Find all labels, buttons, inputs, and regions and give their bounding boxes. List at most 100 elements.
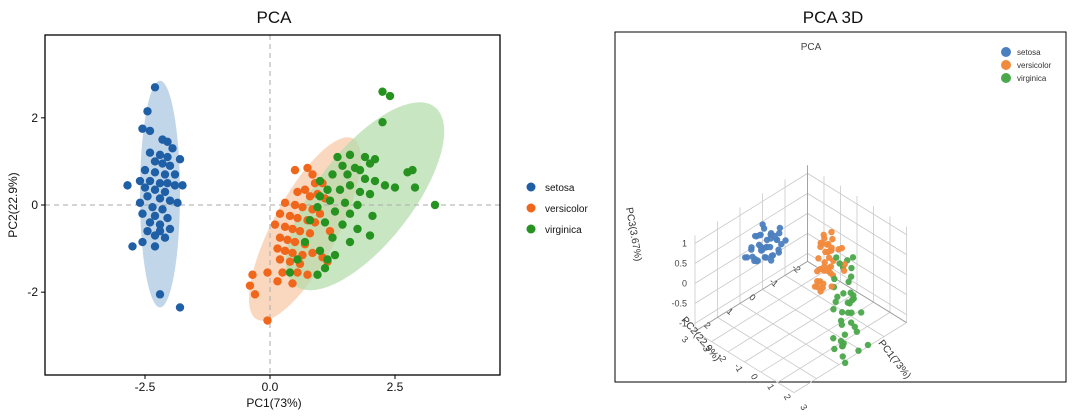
grid-line-floor bbox=[711, 271, 825, 342]
data-point-setosa bbox=[150, 211, 160, 221]
data-point-setosa bbox=[173, 198, 182, 208]
pca-2d-ellipses bbox=[140, 80, 445, 321]
pca-2d-x-axis-label: PC1(73%) bbox=[246, 396, 301, 410]
data-point-virginica bbox=[300, 237, 310, 247]
data-point-setosa bbox=[163, 179, 172, 188]
y-tick-label-3d: 3 bbox=[680, 334, 690, 345]
data-point-versicolor bbox=[293, 187, 302, 197]
grid-line-floor bbox=[739, 303, 840, 365]
data-point-versicolor bbox=[275, 209, 285, 218]
data-point-3d-versicolor bbox=[825, 254, 833, 261]
data-point-setosa bbox=[155, 179, 165, 188]
data-point-virginica bbox=[390, 183, 400, 192]
data-point-3d-setosa bbox=[767, 231, 774, 238]
data-point-virginica bbox=[360, 152, 370, 162]
pca-3d-points bbox=[741, 221, 872, 367]
data-point-3d-virginica bbox=[849, 254, 857, 261]
data-point-setosa bbox=[145, 148, 155, 157]
grid-line-side-wall bbox=[694, 253, 808, 324]
data-point-virginica bbox=[315, 246, 325, 255]
data-point-3d-versicolor bbox=[829, 235, 836, 243]
data-point-3d-virginica bbox=[845, 278, 852, 286]
data-point-versicolor bbox=[273, 277, 282, 286]
data-point-setosa bbox=[160, 170, 170, 179]
data-point-virginica bbox=[380, 181, 390, 190]
data-point-virginica bbox=[403, 168, 412, 177]
legend-label-setosa: setosa bbox=[545, 183, 575, 194]
grid-line-side-wall bbox=[694, 173, 808, 244]
x-tick-label-3d: -2 bbox=[716, 352, 729, 364]
data-point-versicolor bbox=[305, 229, 315, 238]
pca-3d-title: PCA 3D bbox=[803, 8, 863, 27]
data-point-3d-virginica bbox=[851, 323, 858, 330]
legend-marker-3d-versicolor bbox=[1001, 60, 1011, 70]
data-point-virginica bbox=[323, 185, 332, 194]
data-point-setosa bbox=[158, 205, 167, 214]
pca-3d-inner-title: PCA bbox=[801, 42, 822, 53]
data-point-3d-versicolor bbox=[820, 263, 828, 271]
pca-2d-y-axis-label: PC2(22.9%) bbox=[6, 172, 20, 237]
y-tick-label: 0 bbox=[31, 198, 38, 212]
data-point-versicolor bbox=[288, 224, 297, 234]
data-point-virginica bbox=[323, 255, 332, 264]
data-point-versicolor bbox=[290, 165, 300, 175]
data-point-virginica bbox=[330, 207, 340, 216]
data-point-virginica bbox=[368, 211, 377, 221]
data-point-3d-virginica bbox=[841, 359, 849, 367]
data-point-3d-virginica bbox=[831, 345, 838, 353]
data-point-3d-virginica bbox=[853, 328, 861, 335]
data-point-setosa bbox=[168, 144, 177, 153]
data-point-3d-setosa bbox=[778, 241, 785, 248]
data-point-setosa bbox=[145, 218, 155, 227]
data-point-3d-virginica bbox=[858, 309, 865, 316]
data-point-virginica bbox=[338, 220, 347, 229]
data-point-3d-virginica bbox=[834, 293, 841, 301]
data-point-setosa bbox=[150, 83, 160, 92]
data-point-3d-virginica bbox=[847, 273, 855, 280]
data-point-3d-virginica bbox=[847, 319, 855, 326]
data-point-3d-virginica bbox=[833, 254, 840, 261]
data-point-virginica bbox=[340, 198, 350, 208]
data-point-3d-virginica bbox=[831, 275, 838, 283]
grid-line-side-wall bbox=[694, 233, 808, 304]
data-point-setosa bbox=[123, 181, 132, 190]
data-point-virginica bbox=[315, 192, 325, 201]
pca-2d-title: PCA bbox=[257, 8, 293, 27]
data-point-versicolor bbox=[315, 209, 325, 218]
data-point-3d-virginica bbox=[840, 290, 847, 297]
data-point-setosa bbox=[143, 192, 152, 201]
data-point-3d-setosa bbox=[769, 252, 777, 259]
data-point-versicolor bbox=[248, 270, 257, 279]
data-point-virginica bbox=[353, 224, 362, 234]
grid-line-back-wall bbox=[807, 173, 907, 235]
data-point-3d-versicolor bbox=[821, 259, 828, 266]
data-point-virginica bbox=[365, 231, 375, 240]
data-point-3d-virginica bbox=[855, 347, 862, 354]
y-tick-label-3d: 2 bbox=[702, 320, 712, 331]
data-point-setosa bbox=[143, 226, 152, 236]
data-point-3d-setosa bbox=[757, 231, 764, 238]
z-tick-label-3d: 1 bbox=[682, 238, 687, 248]
data-point-setosa bbox=[163, 152, 172, 162]
data-point-virginica bbox=[313, 202, 322, 212]
data-point-setosa bbox=[150, 231, 160, 240]
data-point-virginica bbox=[333, 152, 342, 162]
data-point-3d-setosa bbox=[782, 237, 789, 244]
data-point-3d-setosa bbox=[751, 257, 758, 265]
data-point-3d-virginica bbox=[864, 341, 872, 349]
data-point-versicolor bbox=[285, 257, 295, 266]
pca-3d-grid bbox=[694, 165, 907, 393]
y-tick-label: -2 bbox=[27, 285, 38, 299]
data-point-setosa bbox=[160, 233, 170, 242]
z-tick-label-3d: -0.5 bbox=[671, 298, 687, 308]
data-point-versicolor bbox=[293, 268, 302, 277]
data-point-versicolor bbox=[298, 202, 307, 212]
data-point-3d-setosa bbox=[767, 257, 775, 264]
grid-line-floor bbox=[762, 289, 862, 351]
data-point-3d-virginica bbox=[850, 292, 857, 299]
legend-marker-3d-virginica bbox=[1001, 73, 1011, 83]
x-tick-label-3d: -3 bbox=[699, 341, 712, 353]
data-point-setosa bbox=[170, 181, 180, 190]
